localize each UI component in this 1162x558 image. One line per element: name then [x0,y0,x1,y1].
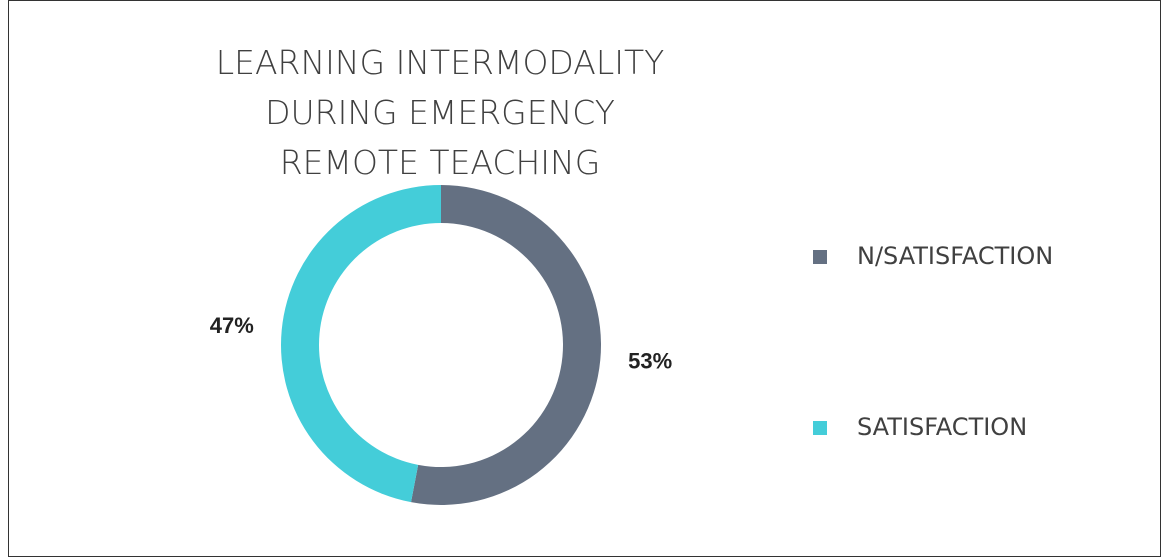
donut-segment [411,185,602,505]
value-label: 47% [210,313,254,338]
legend-label: SATISFACTION [857,413,1027,441]
donut-segment [281,185,441,503]
legend-label: N/SATISFACTION [857,242,1053,270]
frame [8,0,1161,557]
chart-title: LEARNING INTERMODALITY DURING EMERGENCY … [215,43,665,182]
legend-swatch [813,421,827,435]
value-label: 53% [628,349,672,374]
legend-swatch [813,250,827,264]
